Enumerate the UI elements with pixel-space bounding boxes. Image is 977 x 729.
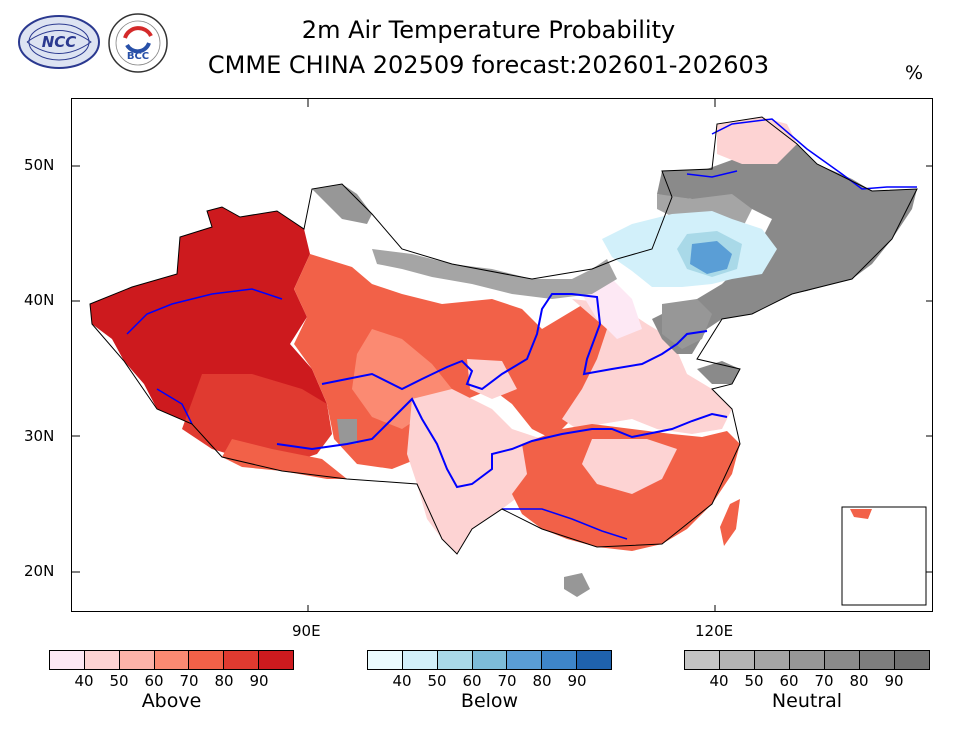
bcc-logo: BCC: [107, 12, 169, 74]
yellow-river: [321, 293, 708, 391]
region-neutral-bohai: [662, 299, 712, 349]
neutral-tick: 40: [709, 672, 729, 690]
x-label-120e: 120E: [695, 622, 734, 640]
yangtze-river: [276, 397, 728, 489]
below-tick: 50: [427, 672, 447, 690]
probability-map: [72, 99, 932, 611]
below-legend: 40 50 60 70 80 90 Below: [367, 650, 612, 712]
region-above-80: [182, 374, 332, 464]
neutral-tick: 70: [814, 672, 834, 690]
above-colorbar: [49, 650, 294, 670]
above-legend-title: Above: [141, 690, 202, 712]
y-label-20n: 20N: [24, 562, 55, 580]
region-neutral-hainan: [564, 573, 590, 597]
neutral-tick: 50: [744, 672, 764, 690]
neutral-legend-title: Neutral: [771, 690, 843, 712]
region-above-40-east: [562, 299, 732, 434]
tibet-river: [156, 388, 193, 425]
unit-label: %: [905, 62, 924, 84]
inset-hainan-red: [850, 509, 872, 519]
region-neutral-north: [312, 184, 372, 224]
below-tick: 80: [532, 672, 552, 690]
map-title-line1: 2m Air Temperature Probability: [301, 16, 676, 44]
below-tick: 90: [567, 672, 587, 690]
ncc-logo: NCC: [17, 14, 101, 70]
svg-text:BCC: BCC: [127, 51, 149, 62]
above-tick: 70: [179, 672, 199, 690]
neutral-tick: 60: [779, 672, 799, 690]
region-neutral-patch: [337, 419, 357, 444]
south-china-sea-inset: [841, 506, 927, 606]
above-tick: 90: [249, 672, 269, 690]
above-legend: 40 50 60 70 80 90 Above: [49, 650, 294, 712]
china-outline: [89, 116, 918, 555]
svg-text:NCC: NCC: [42, 33, 77, 51]
above-tick: 40: [74, 672, 94, 690]
y-label-40n: 40N: [24, 291, 55, 309]
below-tick: 60: [462, 672, 482, 690]
tarim-river: [126, 288, 283, 335]
region-above-40-southinner: [582, 439, 677, 494]
x-label-90e: 90E: [292, 622, 321, 640]
map-panel: [71, 98, 933, 612]
axis-ticks: [72, 99, 932, 611]
region-above-40-north: [582, 279, 642, 339]
region-neutral-mongolia: [372, 249, 617, 299]
above-tick: 60: [144, 672, 164, 690]
neutral-colorbar: [684, 650, 930, 670]
region-above-70-west: [222, 439, 347, 479]
below-tick: 70: [497, 672, 517, 690]
amur-river: [711, 118, 917, 190]
neutral-tick: 80: [849, 672, 869, 690]
above-tick: 80: [214, 672, 234, 690]
below-tick: 40: [392, 672, 412, 690]
neutral-legend: 40 50 60 70 80 90 Neutral: [684, 650, 930, 712]
map-title-line2: CMME CHINA 202509 forecast:202601-202603: [207, 51, 770, 79]
songhua-river: [686, 170, 738, 178]
below-colorbar: [367, 650, 612, 670]
above-tick: 50: [109, 672, 129, 690]
y-label-30n: 30N: [24, 427, 55, 445]
pearl-river: [502, 508, 628, 540]
region-below-80: [690, 241, 732, 274]
neutral-tick: 90: [884, 672, 904, 690]
region-above-70-taiwan: [720, 499, 740, 546]
region-above-40-southwest: [407, 389, 542, 554]
y-label-50n: 50N: [24, 156, 55, 174]
below-legend-title: Below: [460, 690, 519, 712]
